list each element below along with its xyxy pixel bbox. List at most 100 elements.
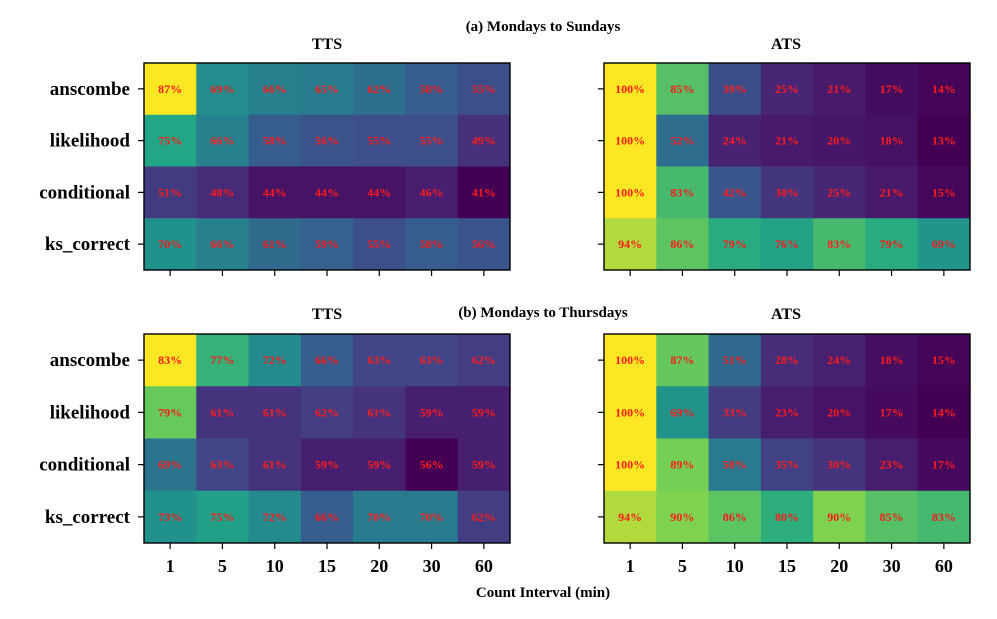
heatmap-cell	[917, 386, 971, 439]
column-label: 30	[423, 556, 441, 576]
cell-value-label: 69%	[670, 405, 694, 419]
heatmap-cell	[917, 166, 971, 219]
cell-value-label: 66%	[263, 82, 287, 96]
heatmap-cell	[604, 166, 657, 219]
row-label: anscombe	[50, 350, 130, 371]
cell-value-label: 79%	[723, 237, 747, 251]
column-label: 20	[830, 556, 848, 576]
heatmap-cell	[196, 63, 249, 116]
heatmap-cell	[708, 438, 762, 492]
heatmap-cell	[813, 218, 866, 271]
cell-value-label: 62%	[472, 353, 496, 367]
cell-value-label: 100%	[615, 185, 645, 199]
heatmap-cell	[405, 114, 459, 167]
heatmap-cell	[708, 63, 762, 116]
heatmap-cell	[813, 114, 866, 167]
heatmap-cell	[656, 166, 709, 219]
cell-value-label: 85%	[880, 510, 904, 524]
cell-value-label: 15%	[932, 353, 956, 367]
heatmap-cell	[917, 63, 971, 116]
cell-value-label: 83%	[670, 185, 694, 199]
panel-title-a-ats: ATS	[771, 36, 801, 53]
cell-value-label: 30%	[775, 185, 799, 199]
heatmap-cell	[813, 438, 866, 492]
cell-value-label: 77%	[210, 353, 234, 367]
cell-value-label: 55%	[420, 134, 444, 148]
cell-value-label: 24%	[723, 134, 747, 148]
cell-value-label: 100%	[615, 134, 645, 148]
cell-value-label: 69%	[210, 82, 234, 96]
heatmap-cell	[760, 63, 814, 116]
row-label: ks_correct	[45, 507, 131, 528]
cell-value-label: 73%	[158, 510, 182, 524]
heatmap-panel-1: 87% 69% 66% 65% 62% 58% 55% 75% 66% 58% 56% 55% 55% 4…	[39, 62, 511, 276]
cell-value-label: 59%	[472, 458, 496, 472]
cell-value-label: 87%	[670, 353, 694, 367]
cell-value-label: 51%	[158, 185, 182, 199]
heatmap-cell	[248, 438, 302, 492]
heatmap-cell	[353, 334, 406, 387]
cell-value-label: 83%	[158, 353, 182, 367]
heatmap-cell	[760, 386, 814, 439]
cell-value-label: 62%	[472, 510, 496, 524]
cell-value-label: 44%	[315, 185, 339, 199]
heatmap-cell	[144, 166, 197, 219]
heatmap-cell	[144, 114, 197, 167]
heatmap-cell	[196, 490, 249, 544]
heatmap-cell	[656, 438, 709, 492]
cell-value-label: 18%	[880, 353, 904, 367]
heatmap-cell	[144, 63, 197, 116]
cell-value-label: 55%	[367, 134, 391, 148]
heatmap-cell	[760, 438, 814, 492]
cell-value-label: 63%	[210, 458, 234, 472]
cell-value-label: 72%	[263, 353, 287, 367]
cell-value-label: 44%	[263, 185, 287, 199]
cell-value-label: 42%	[723, 185, 747, 199]
heatmap-cell	[248, 114, 302, 167]
cell-value-label: 70%	[158, 237, 182, 251]
heatmap-cell	[300, 166, 354, 219]
heatmap-cell	[604, 386, 657, 439]
heatmap-cell	[405, 438, 459, 492]
heatmap-cell	[144, 334, 197, 387]
cell-value-label: 89%	[670, 458, 694, 472]
heatmap-panel-4: 100% 87% 51% 28% 24% 18% 15% 100% 69% 33% 23% 20% 17…	[598, 333, 971, 576]
cell-value-label: 69%	[932, 237, 956, 251]
heatmap-cell	[405, 386, 459, 439]
cell-value-label: 59%	[472, 405, 496, 419]
heatmap-cell	[144, 386, 197, 439]
cell-value-label: 83%	[827, 237, 851, 251]
row-label: ks_correct	[45, 234, 131, 255]
row-label: likelihood	[50, 131, 131, 152]
heatmap-cell	[405, 218, 459, 271]
heatmap-cell	[708, 114, 762, 167]
heatmap-cell	[196, 334, 249, 387]
heatmap-cell	[656, 490, 709, 544]
heatmap-cell	[760, 334, 814, 387]
heatmap-cell	[865, 490, 919, 544]
column-label: 20	[370, 556, 388, 576]
cell-value-label: 100%	[615, 353, 645, 367]
heatmap-cell	[604, 334, 657, 387]
cell-value-label: 58%	[420, 82, 444, 96]
heatmap-cell	[813, 166, 866, 219]
column-label: 15	[318, 556, 336, 576]
heatmap-cell	[353, 386, 406, 439]
cell-value-label: 58%	[420, 237, 444, 251]
heatmap-cell	[917, 334, 971, 387]
cell-value-label: 25%	[775, 82, 799, 96]
heatmap-cell	[656, 334, 709, 387]
section-title-b: (b) Mondays to Thursdays	[458, 305, 628, 321]
cell-value-label: 13%	[932, 134, 956, 148]
cell-value-label: 21%	[775, 134, 799, 148]
cell-value-label: 66%	[210, 237, 234, 251]
cell-value-label: 52%	[670, 134, 694, 148]
cell-value-label: 100%	[615, 458, 645, 472]
cell-value-label: 61%	[263, 405, 287, 419]
cell-value-label: 90%	[670, 510, 694, 524]
cell-value-label: 61%	[263, 237, 287, 251]
heatmap-cell	[196, 114, 249, 167]
panel-title-b-tts: TTS	[312, 306, 342, 323]
cell-value-label: 59%	[420, 405, 444, 419]
